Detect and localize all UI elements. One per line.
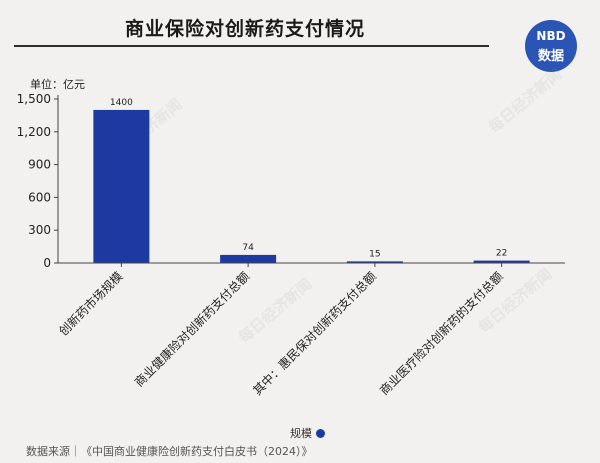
y-tick-label: 1,200: [17, 125, 51, 139]
bar: [473, 260, 530, 263]
y-tick-label: 600: [28, 190, 51, 204]
category-label: 创新药市场规模: [55, 269, 125, 339]
y-tick-label: 1,500: [17, 92, 51, 106]
nbd-logo: NBD 数据: [525, 20, 577, 72]
legend: 规模: [290, 425, 325, 441]
bar-value-label: 1400: [110, 98, 133, 108]
bar: [220, 254, 277, 263]
bars: 1400 74 15 22: [93, 98, 530, 263]
y-tick-label: 300: [28, 223, 51, 237]
bar: [93, 109, 150, 263]
bar: [346, 261, 403, 263]
bar-value-label: 22: [496, 249, 507, 259]
y-tick-label: 900: [28, 158, 51, 172]
y-axis: 0 300 600 900 1,200 1,500: [17, 92, 59, 270]
unit-label: 单位：亿元: [30, 78, 85, 91]
bar-value-label: 15: [369, 249, 380, 259]
header-rule: [14, 45, 489, 47]
legend-label: 规模: [290, 427, 312, 440]
category-label: 商业医疗险对创新药的支付总额: [376, 269, 505, 398]
legend-swatch: [316, 429, 325, 438]
category-label: 商业健康险对创新药支付总额: [131, 269, 252, 390]
logo-text-bottom: 数据: [537, 49, 564, 64]
x-axis: 创新药市场规模 商业健康险对创新药支付总额其中：惠民保对创新药支付总额商业医疗险对…: [55, 262, 565, 398]
category-label: 其中：惠民保对创新药支付总额: [250, 269, 379, 398]
bar-value-label: 74: [242, 243, 254, 253]
logo-text-top: NBD: [536, 29, 566, 43]
page-title: 商业保险对创新药支付情况: [124, 18, 365, 40]
source-note: 数据来源｜《中国商业健康险创新药支付白皮书（2024）》: [26, 445, 313, 458]
y-tick-label: 0: [43, 256, 51, 270]
